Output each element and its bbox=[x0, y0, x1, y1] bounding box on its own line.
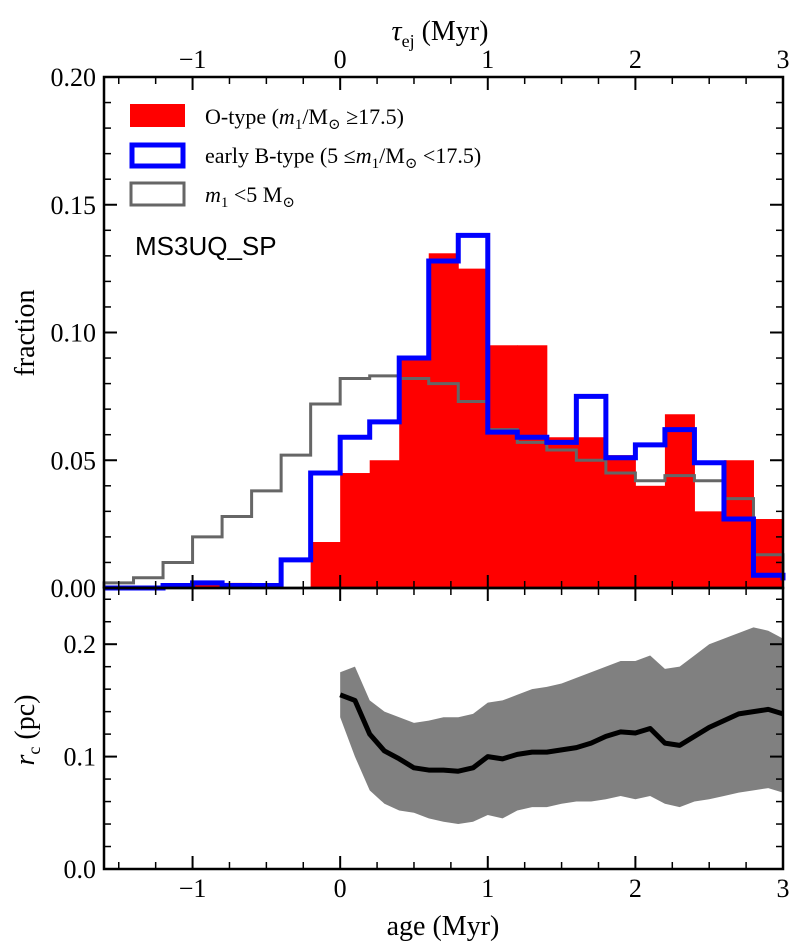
o-type-bar bbox=[192, 582, 223, 588]
top-x-tick-label: 1 bbox=[481, 45, 494, 74]
top-x-tick-label: −1 bbox=[179, 45, 207, 74]
o-type-bar bbox=[517, 345, 548, 588]
top-y-tick-label: 0.05 bbox=[51, 446, 97, 475]
o-type-bar bbox=[340, 473, 371, 588]
legend-swatch-early-b bbox=[129, 142, 186, 169]
bottom-x-axis-label: age (Myr) bbox=[387, 911, 500, 942]
top-panel-ticks: −1 0 1 2 3 0.00 0.05 0.10 0.15 0.20 bbox=[51, 45, 790, 603]
bottom-x-tick-label: 3 bbox=[777, 874, 790, 903]
annotation-ms3uq-sp: MS3UQ_SP bbox=[135, 231, 277, 261]
legend-swatch-low-mass bbox=[129, 181, 186, 207]
o-type-bar bbox=[458, 268, 489, 588]
o-type-bar bbox=[664, 414, 695, 588]
o-type-bar bbox=[428, 253, 459, 589]
top-y-tick-label: 0.20 bbox=[51, 63, 97, 92]
o-type-bar bbox=[399, 358, 430, 588]
early-b-type-step-line bbox=[104, 232, 786, 591]
o-type-bar bbox=[310, 542, 341, 588]
step-lines bbox=[102, 232, 786, 591]
top-axis-label-tau: τ bbox=[392, 16, 403, 47]
o-type-bar bbox=[723, 460, 754, 588]
o-type-bar bbox=[546, 437, 577, 588]
o-type-bars bbox=[192, 253, 784, 589]
top-y-tick-label: 0.15 bbox=[51, 191, 97, 220]
bottom-y-axis-label: rc (pc) bbox=[10, 695, 44, 766]
bottom-x-tick-label: 0 bbox=[334, 874, 347, 903]
o-type-bar bbox=[487, 345, 518, 588]
top-axis-label: τej (Myr) bbox=[392, 16, 489, 51]
top-y-tick-label: 0.00 bbox=[51, 574, 97, 603]
bottom-panel-ticks: −1 0 1 2 3 0.0 0.1 0.2 bbox=[64, 588, 790, 903]
legend: O-type (m1/M⊙ ≥17.5) early B-type (5 ≤m1… bbox=[129, 104, 481, 211]
bottom-y-tick-label: 0.1 bbox=[64, 743, 97, 772]
top-y-axis-label: fraction bbox=[10, 289, 41, 376]
top-panel: −1 0 1 2 3 0.00 0.05 0.10 0.15 0.20 τej (Myr) fra… bbox=[10, 16, 790, 603]
legend-swatch-o-type bbox=[130, 104, 185, 127]
bottom-panel: −1 0 1 2 3 0.0 0.1 0.2 age (Myr) rc (pc) bbox=[10, 586, 790, 942]
o-type-bar bbox=[635, 485, 666, 588]
legend-label-early-b: early B-type (5 ≤m1/M⊙ <17.5) bbox=[205, 143, 481, 172]
o-type-bar bbox=[576, 437, 607, 588]
top-y-tick-label: 0.10 bbox=[51, 319, 97, 348]
bottom-panel-frame bbox=[102, 586, 785, 871]
legend-label-o-type: O-type (m1/M⊙ ≥17.5) bbox=[205, 104, 404, 133]
bottom-x-tick-label: 2 bbox=[629, 874, 642, 903]
rc-median-line bbox=[339, 692, 784, 774]
bottom-y-tick-label: 0.2 bbox=[64, 630, 97, 659]
o-type-bar bbox=[369, 460, 400, 588]
bottom-x-tick-label: 1 bbox=[481, 874, 494, 903]
top-x-tick-label: 2 bbox=[629, 45, 642, 74]
bottom-x-tick-label: −1 bbox=[179, 874, 207, 903]
legend-label-low-mass: m1 <5 M⊙ bbox=[205, 182, 295, 211]
top-x-tick-label: 3 bbox=[777, 45, 790, 74]
rc-spread-band bbox=[340, 627, 783, 825]
o-type-bar bbox=[694, 511, 725, 588]
o-type-bar bbox=[605, 455, 636, 588]
low-mass-step-line bbox=[102, 374, 785, 588]
top-axis-label-unit: (Myr) bbox=[415, 16, 489, 47]
bottom-y-tick-label: 0.0 bbox=[64, 855, 97, 884]
top-axis-label-sub: ej bbox=[402, 31, 415, 51]
top-x-tick-label: 0 bbox=[334, 45, 347, 74]
